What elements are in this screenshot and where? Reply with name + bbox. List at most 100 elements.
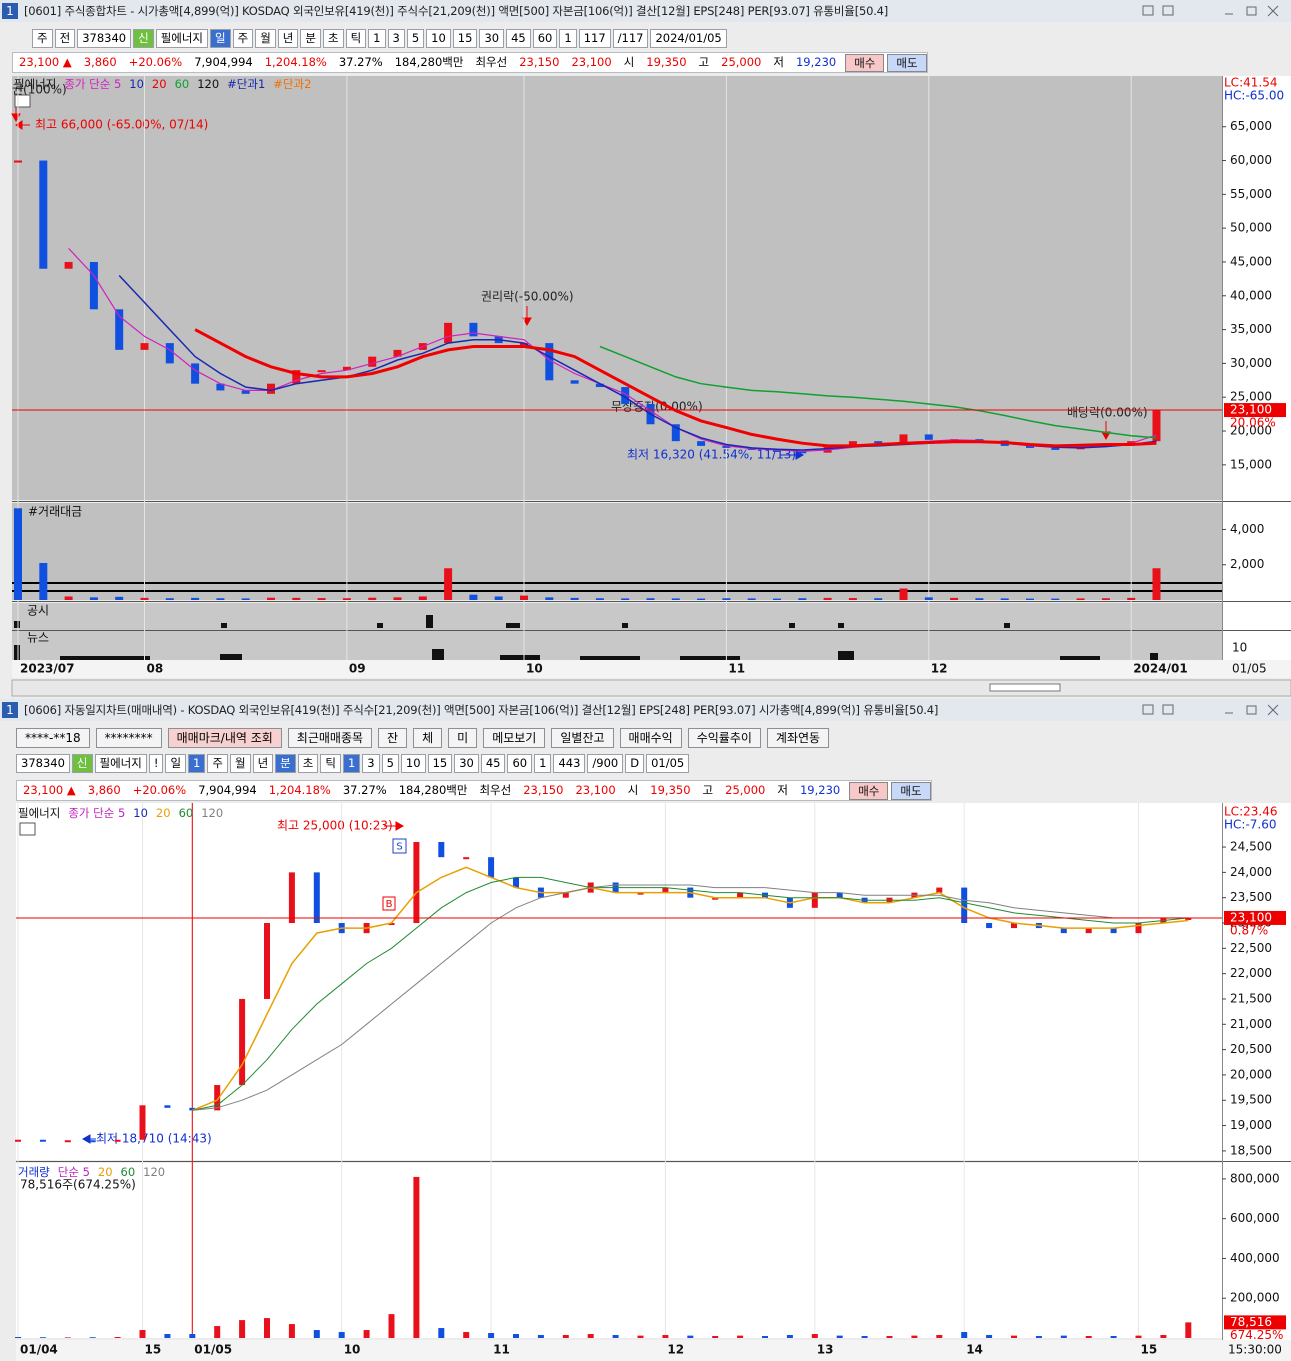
button[interactable]: 매매수익 bbox=[619, 728, 682, 748]
button[interactable]: 일별잔고 bbox=[551, 728, 614, 748]
sell-button[interactable]: 매도 bbox=[891, 781, 931, 800]
candle bbox=[836, 892, 843, 898]
toolbar-item[interactable]: 15 bbox=[452, 28, 478, 48]
toolbar-item[interactable]: 분 bbox=[275, 753, 296, 773]
legend-item: 60 bbox=[178, 806, 194, 820]
toolbar-item[interactable]: /117 bbox=[612, 28, 649, 48]
toolbar-item[interactable]: 60 bbox=[507, 753, 533, 773]
volume-bar bbox=[1000, 598, 1009, 600]
toolbar-item[interactable]: 443 bbox=[553, 753, 586, 773]
sell-button[interactable]: 매도 bbox=[887, 53, 927, 72]
toolbar-item[interactable]: 01/05 bbox=[646, 753, 690, 773]
quote-field: 1,204.18% bbox=[268, 783, 331, 797]
toolbar-item[interactable]: 1 bbox=[188, 753, 206, 773]
toolbar-item[interactable]: 신 bbox=[133, 28, 154, 48]
toolbar-item[interactable]: 주 bbox=[232, 28, 254, 48]
toolbar-item[interactable]: 10 bbox=[426, 28, 451, 48]
buy-button[interactable]: 매수 bbox=[845, 53, 885, 72]
toolbar-item[interactable]: D bbox=[625, 753, 645, 773]
x-axis bbox=[16, 1340, 1291, 1361]
toolbar-item[interactable]: 신 bbox=[71, 753, 93, 773]
x-tick-label: 2023/07 bbox=[20, 662, 74, 676]
button[interactable]: 미 bbox=[448, 728, 478, 748]
toolbar-item[interactable]: 1 bbox=[534, 753, 552, 773]
legend-item: 10 bbox=[129, 77, 144, 91]
toolbar-item[interactable]: 년 bbox=[277, 28, 299, 48]
toolbar-item[interactable]: 5 bbox=[381, 753, 399, 773]
button[interactable]: ******** bbox=[95, 728, 162, 748]
volume-bar bbox=[139, 1330, 146, 1338]
toolbar-item[interactable]: 필에너지 bbox=[155, 28, 209, 48]
volume-bar bbox=[975, 598, 984, 600]
candle bbox=[438, 841, 445, 858]
button[interactable]: ****-**18 bbox=[16, 728, 90, 748]
volume-bar bbox=[388, 1314, 395, 1338]
button[interactable]: 잔 bbox=[378, 728, 408, 748]
toolbar-item[interactable]: /900 bbox=[587, 753, 624, 773]
toolbar-item[interactable]: 15 bbox=[427, 753, 453, 773]
window-controls[interactable] bbox=[1142, 5, 1279, 17]
legend-item: 10 bbox=[133, 806, 148, 820]
toolbar-item[interactable]: 일 bbox=[165, 753, 187, 773]
toolbar-item[interactable]: 5 bbox=[406, 28, 425, 48]
toolbar-item[interactable]: 주 bbox=[207, 753, 228, 773]
toolbar-item[interactable]: 틱 bbox=[320, 753, 341, 773]
toolbar-item[interactable]: 필에너지 bbox=[94, 753, 147, 773]
volume-bar bbox=[874, 598, 883, 600]
toolbar-item[interactable]: 전 bbox=[54, 28, 76, 48]
window-controls[interactable] bbox=[1142, 704, 1279, 716]
toolbar-item[interactable]: 분 bbox=[300, 28, 321, 48]
toolbar-item[interactable]: 년 bbox=[252, 753, 274, 773]
quote-field: 최우선 bbox=[475, 55, 508, 69]
volume-bar bbox=[494, 596, 503, 600]
toolbar-item[interactable]: 30 bbox=[454, 753, 479, 773]
button[interactable]: 매매마크/내역 조회 bbox=[167, 728, 282, 748]
candle bbox=[712, 897, 719, 900]
quote-bar: 23,100 ▲ 3,860 +20.06% 7,904,994 1,204.18% 37… bbox=[16, 780, 932, 801]
toolbar-item[interactable]: 1 bbox=[559, 28, 577, 48]
toolbar-item[interactable]: ! bbox=[148, 753, 164, 773]
button[interactable]: 수익률추이 bbox=[687, 728, 761, 748]
toolbar-item[interactable]: 30 bbox=[479, 28, 505, 48]
button[interactable]: 최근매매종목 bbox=[287, 728, 373, 748]
toolbar-item[interactable]: 378340 bbox=[16, 753, 70, 773]
toolbar-item[interactable]: 45 bbox=[480, 753, 506, 773]
moving-average-line bbox=[192, 876, 1189, 1111]
scroll-thumb[interactable] bbox=[989, 683, 1061, 692]
volume-bar bbox=[64, 596, 73, 600]
toolbar-item[interactable]: 378340 bbox=[77, 28, 132, 48]
change-label: 0.87% bbox=[1230, 923, 1268, 937]
button[interactable]: 계좌연동 bbox=[766, 728, 830, 748]
legend-item: 120 bbox=[197, 77, 220, 91]
quote-field: 최우선 bbox=[479, 783, 512, 797]
toolbar-item[interactable]: 틱 bbox=[345, 28, 367, 48]
toolbar-item[interactable]: 1 bbox=[342, 753, 361, 773]
buy-button[interactable]: 매수 bbox=[849, 781, 889, 800]
title-bar bbox=[0, 699, 1291, 721]
toolbar-item[interactable]: 1 bbox=[368, 28, 386, 48]
toolbar-item[interactable]: 월 bbox=[255, 28, 276, 48]
toolbar-item[interactable]: 60 bbox=[532, 28, 558, 48]
quote-field: 7,904,994 bbox=[194, 55, 253, 69]
grid-icon[interactable] bbox=[19, 822, 36, 836]
trade-mark-box bbox=[392, 838, 407, 854]
toolbar-item[interactable]: 주 bbox=[32, 28, 53, 48]
grid-icon[interactable] bbox=[14, 94, 31, 108]
toolbar-item[interactable]: 45 bbox=[506, 28, 531, 48]
button[interactable]: 메모보기 bbox=[483, 728, 546, 748]
toolbar-item[interactable]: 초 bbox=[322, 28, 344, 48]
scrollbar[interactable] bbox=[11, 679, 1291, 697]
toolbar-item[interactable]: 일 bbox=[210, 28, 231, 48]
toolbar-item[interactable]: 3 bbox=[387, 28, 405, 48]
annotation: 권(100%) bbox=[12, 83, 67, 97]
price-label: 23,100 bbox=[1230, 910, 1272, 924]
change-label: 20.06% bbox=[1230, 416, 1276, 430]
toolbar-item[interactable]: 월 bbox=[229, 753, 251, 773]
volume-bar bbox=[936, 1335, 943, 1338]
button[interactable]: 체 bbox=[413, 728, 443, 748]
toolbar-item[interactable]: 2024/01/05 bbox=[650, 28, 727, 48]
toolbar-item[interactable]: 3 bbox=[362, 753, 380, 773]
toolbar-item[interactable]: 117 bbox=[578, 28, 611, 48]
toolbar-item[interactable]: 초 bbox=[297, 753, 319, 773]
toolbar-item[interactable]: 10 bbox=[400, 753, 426, 773]
